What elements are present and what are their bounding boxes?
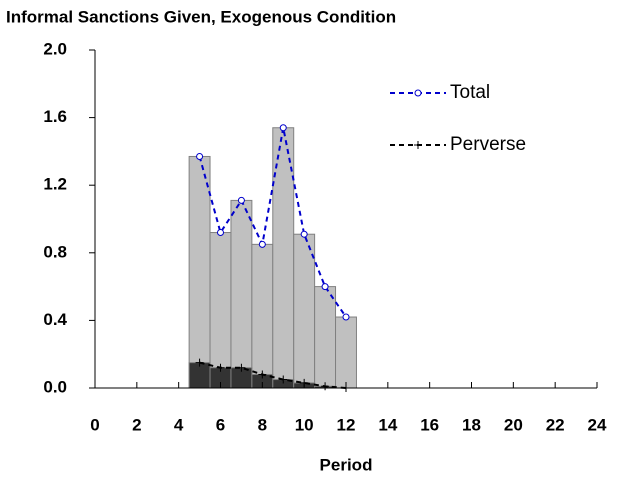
- marker: [279, 124, 287, 132]
- marker: [217, 229, 224, 237]
- bar: [188, 155, 211, 389]
- x-tick-label: 16: [420, 415, 439, 434]
- series-line: [195, 358, 350, 392]
- bar: [230, 199, 253, 389]
- marker: [321, 283, 329, 291]
- marker: [196, 152, 204, 160]
- x-tick-label: 8: [258, 415, 267, 434]
- x-axis-label: Period: [320, 455, 373, 474]
- bar: [335, 316, 357, 389]
- chart-title: Informal Sanctions Given, Exogenous Cond…: [6, 7, 396, 26]
- marker: [279, 375, 288, 384]
- x-tick-label: 14: [378, 415, 397, 434]
- marker: [216, 363, 225, 372]
- marker: [195, 358, 204, 367]
- marker: [342, 313, 350, 321]
- bars: [188, 127, 357, 389]
- y-tick-label: 0.0: [43, 377, 67, 396]
- x-tick-label: 0: [90, 415, 99, 434]
- legend-label: Perverse: [450, 134, 526, 155]
- marker: [300, 230, 308, 238]
- marker: [258, 240, 266, 248]
- x-tick-label: 20: [504, 415, 523, 434]
- x-tick-label: 24: [588, 415, 607, 434]
- y-tick-label: 0.4: [43, 310, 67, 329]
- marker: [321, 382, 330, 391]
- bar: [314, 286, 337, 389]
- bar: [251, 243, 274, 389]
- series-line: [196, 124, 350, 321]
- line: [198, 127, 347, 318]
- marker: [237, 196, 245, 204]
- y-tick-label: 1.6: [43, 107, 67, 126]
- x-tick-label: 6: [216, 415, 225, 434]
- marker: [342, 384, 350, 392]
- legend-marker: [414, 141, 422, 149]
- marker: [237, 363, 246, 372]
- y-tick-label: 0.8: [43, 242, 67, 261]
- bar: [293, 233, 316, 389]
- x-tick-label: 18: [462, 415, 481, 434]
- legend-label: Total: [450, 82, 490, 103]
- marker: [258, 370, 267, 379]
- y-tick-label: 2.0: [43, 39, 67, 58]
- legend: Total Perverse: [390, 82, 526, 155]
- x-tick-label: 12: [337, 415, 356, 434]
- y-tick-label: 1.2: [43, 175, 67, 194]
- legend-marker: [414, 89, 422, 97]
- x-tick-label: 22: [546, 415, 565, 434]
- x-tick-label: 10: [295, 415, 314, 434]
- line: [199, 361, 347, 389]
- marker: [300, 378, 309, 387]
- x-tick-label: 4: [174, 415, 184, 434]
- x-tick-label: 2: [132, 415, 141, 434]
